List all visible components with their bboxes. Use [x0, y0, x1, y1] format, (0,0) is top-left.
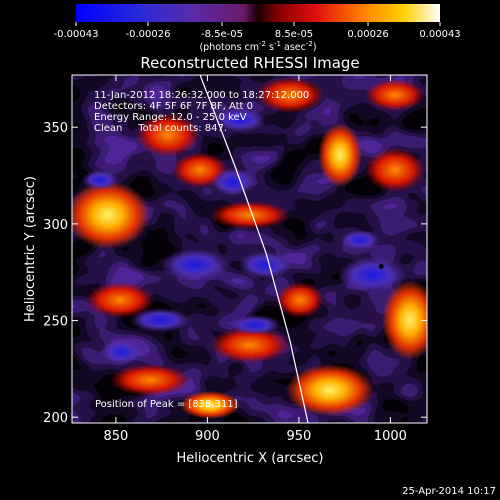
annotation-time: 11-Jan-2012 18:26:32.000 to 18:27:12.000 [94, 90, 309, 101]
y-tick-label: 200 [43, 411, 68, 426]
y-tick-label: 250 [43, 315, 68, 330]
colorbar-tick-label: -0.00043 [54, 29, 99, 40]
colorbar-tick-label: 8.5e-05 [275, 29, 313, 40]
peak-marker [378, 263, 384, 269]
colorbar-tick-label: -0.00026 [125, 29, 170, 40]
colorbar-ticks: -0.00043 -0.00026 -8.5e-05 8.5e-05 0.00026 0.… [54, 22, 461, 40]
annotation-energy: Energy Range: 12.0 - 25.0 keV [94, 112, 247, 123]
annotation-peak: Position of Peak = [838,311] [95, 399, 238, 410]
image-area [72, 75, 427, 423]
timestamp: 25-Apr-2014 10:17 [402, 486, 496, 497]
annotation-detectors: Detectors: 4F 5F 6F 7F 8F, Att 0 [94, 101, 253, 112]
x-axis-label: Heliocentric X (arcsec) [177, 451, 324, 466]
colorbar-unit-label: (photons cm-2 s-1 asec-2) [199, 40, 316, 53]
annotation-clean: Clean Total counts: 847. [94, 123, 227, 134]
colorbar-tick-label: -8.5e-05 [201, 29, 243, 40]
colorbar [76, 4, 440, 22]
x-tick-label: 950 [286, 429, 311, 444]
x-tick-label: 1000 [374, 429, 407, 444]
x-tick-label: 900 [195, 429, 220, 444]
y-tick-label: 350 [43, 121, 68, 136]
plot-frame [71, 74, 428, 424]
y-axis-ticks: 200 250 300 350 [43, 121, 427, 426]
solar-limb-line [199, 75, 309, 423]
colorbar-tick-label: 0.00043 [419, 29, 460, 40]
annotation-block: 11-Jan-2012 18:26:32.000 to 18:27:12.000… [94, 90, 309, 410]
chart-title: Reconstructed RHESSI Image [140, 54, 359, 72]
y-tick-label: 300 [43, 218, 68, 233]
x-axis-ticks: 850 900 950 1000 [104, 75, 407, 444]
y-axis-label: Heliocentric Y (arcsec) [23, 176, 38, 322]
x-tick-label: 850 [104, 429, 129, 444]
colorbar-tick-label: 0.00026 [347, 29, 388, 40]
